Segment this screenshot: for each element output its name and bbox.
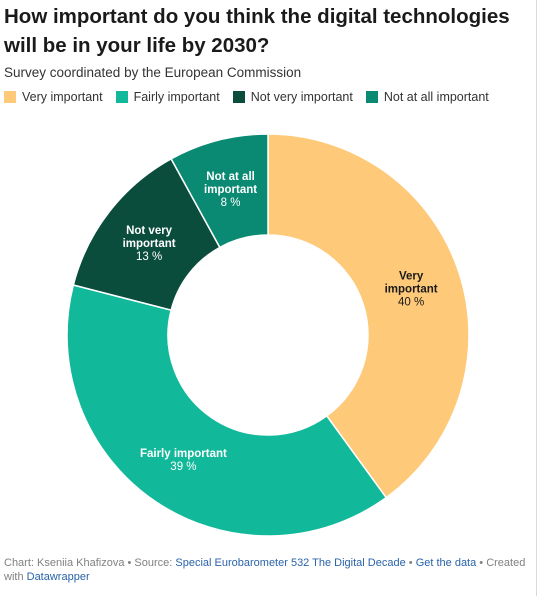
slice-label-value: 8 % <box>221 197 241 209</box>
chart-title: How important do you think the digital t… <box>4 5 510 57</box>
legend-item-not-at-all-important: Not at all important <box>365 90 489 104</box>
slice-label-value: 13 % <box>136 251 162 263</box>
legend-swatch-very-important <box>4 91 16 103</box>
slice-label-name: Fairly important <box>140 448 227 460</box>
legend-item-not-very-important: Not very important <box>232 90 353 104</box>
slice-label-very-important: Very important 40 % <box>385 270 438 308</box>
slice-label-value: 39 % <box>170 461 196 473</box>
slice-label-name: important <box>123 238 176 250</box>
legend-label: Not at all important <box>383 90 489 104</box>
legend-swatch-fairly-important <box>115 91 128 103</box>
legend: Very important Fairly important Not very… <box>4 90 502 104</box>
footer-created-with: • Created with <box>4 557 526 583</box>
slice-label-not-at-all-important: Not at all important 8 % <box>204 171 257 209</box>
slice-label-value: 40 % <box>398 296 424 308</box>
slice-fairly-important <box>66 284 388 537</box>
slice-very-important <box>267 133 470 499</box>
slice-label-name: Not very <box>126 225 173 237</box>
slice-not-at-all-important <box>170 133 269 249</box>
slice-label-fairly-important: Fairly important 39 % <box>140 448 227 473</box>
slice-label-not-very-important: Not very important 13 % <box>123 225 176 263</box>
footer-separator: • <box>405 557 416 569</box>
slice-label-name: important <box>385 283 438 295</box>
footer-credit: Chart: Kseniia Khafizova • Source: <box>4 557 176 569</box>
legend-swatch-not-very-important <box>232 91 245 103</box>
chart-footer: Chart: Kseniia Khafizova • Source: Speci… <box>4 556 534 584</box>
legend-swatch-not-at-all-important <box>365 91 378 103</box>
donut-chart: Very important 40 %Fairly important 39 %Not… <box>66 133 470 537</box>
legend-label: Not very important <box>250 90 353 104</box>
slice-label-name: Not at all <box>206 171 255 183</box>
legend-label: Very important <box>22 90 103 104</box>
source-link[interactable]: Special Eurobarometer 532 The Digital De… <box>175 557 406 569</box>
datawrapper-link[interactable]: Datawrapper <box>26 571 90 583</box>
slice-label-name: important <box>204 184 257 196</box>
legend-label: Fairly important <box>133 90 220 104</box>
get-data-link[interactable]: Get the data <box>415 557 477 569</box>
slice-label-name: Very <box>399 270 424 282</box>
legend-item-fairly-important: Fairly important <box>115 90 220 104</box>
chart-subtitle: Survey coordinated by the European Commi… <box>4 65 302 80</box>
legend-item-very-important: Very important <box>4 90 103 104</box>
